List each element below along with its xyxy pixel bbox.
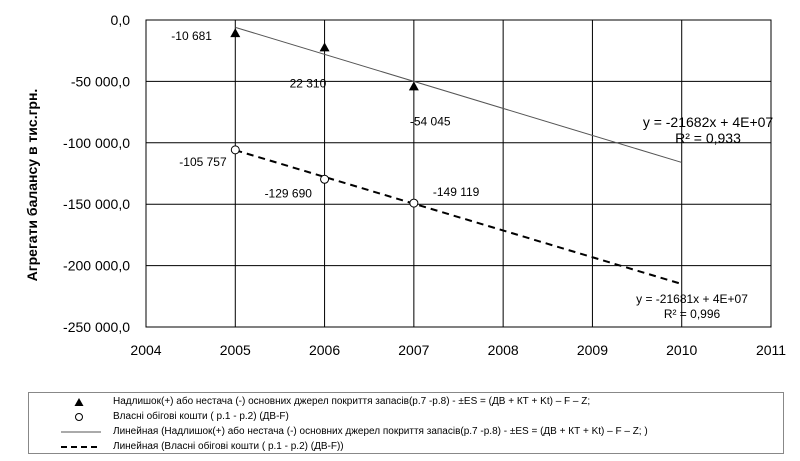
trend-r2-1: R² = 0,933 [675,130,741,146]
plot-frame [145,19,772,328]
data-point-circle [409,198,419,208]
y-tick-label: -50 000,0 [71,73,130,89]
x-tick-label: 2006 [309,342,340,358]
triangle-marker-icon [74,397,84,406]
data-point-circle [230,145,240,155]
data-point-triangle [319,42,330,52]
data-label: -105 757 [179,155,227,169]
x-tick-label: 2004 [130,342,161,358]
x-tick-labels: 2004 2005 2006 2007 2008 2009 2010 2011 [130,342,786,358]
legend-item-trend-2: Линейная (Власні обігові кошти ( р.1 - р… [29,439,783,454]
data-label: -10 681 [171,29,212,43]
y-tick-label: -150 000,0 [63,196,130,212]
legend-item-series-1: Надлишок(+) або нестача (-) основних дже… [29,394,783,409]
axes [145,19,772,328]
legend-item-trend-1: Линейная (Надлишок(+) або нестача (-) ос… [29,424,783,439]
y-axis-label: Агрегати балансу в тис.грн. [24,89,40,282]
trend-r2-2: R² = 0,996 [664,307,721,321]
y-tick-label: 0,0 [111,12,131,28]
data-label: -129 690 [265,186,313,200]
data-point-triangle [230,28,241,38]
circle-marker-icon [75,412,83,421]
trendline-equations: y = -21682x + 4E+07 R² = 0,933 y = -2168… [636,114,773,321]
data-labels: -10 681 22 310 -54 045 -105 757 -129 690 -149… [171,29,479,200]
y-tick-label: -200 000,0 [63,258,130,274]
data-point-circle [320,174,330,184]
data-point-triangle [408,81,419,91]
x-tick-label: 2005 [220,342,251,358]
y-tick-label: -100 000,0 [63,135,130,151]
legend-item-series-2: Власні обігові кошти ( р.1 - р.2) (ДВ-F) [29,409,783,424]
trend-equation-2: y = -21681x + 4E+07 [636,292,748,306]
x-tick-label: 2011 [756,342,786,358]
legend-label-trend-2: Линейная (Власні обігові кошти ( р.1 - р… [113,441,344,452]
trend-equation-1: y = -21682x + 4E+07 [643,114,774,130]
trendline-2 [234,149,683,285]
x-tick-label: 2008 [488,342,519,358]
y-tick-labels: 0,0 -50 000,0 -100 000,0 -150 000,0 -200 000… [63,12,130,335]
trendlines [234,26,683,285]
data-label: -54 045 [410,114,451,128]
data-label: -149 119 [433,185,480,199]
legend-label-trend-1: Линейная (Надлишок(+) або нестача (-) ос… [113,426,648,437]
data-label: 22 310 [290,76,327,90]
legend: Надлишок(+) або нестача (-) основних дже… [28,392,784,454]
solid-line-icon [61,431,101,432]
dashed-line-icon [61,445,101,448]
x-tick-label: 2009 [577,342,608,358]
legend-label-series-1: Надлишок(+) або нестача (-) основних дже… [113,396,591,407]
grid-lines [145,19,772,328]
legend-label-series-2: Власні обігові кошти ( р.1 - р.2) (ДВ-F) [113,411,289,422]
y-tick-label: -250 000,0 [63,319,130,335]
trendline-1 [235,26,682,163]
chart-area: 2004 2005 2006 2007 2008 2009 2010 2011 0,0 -50 … [24,12,786,358]
x-tick-label: 2007 [398,342,429,358]
x-tick-label: 2010 [666,342,697,358]
data-markers [230,28,419,208]
